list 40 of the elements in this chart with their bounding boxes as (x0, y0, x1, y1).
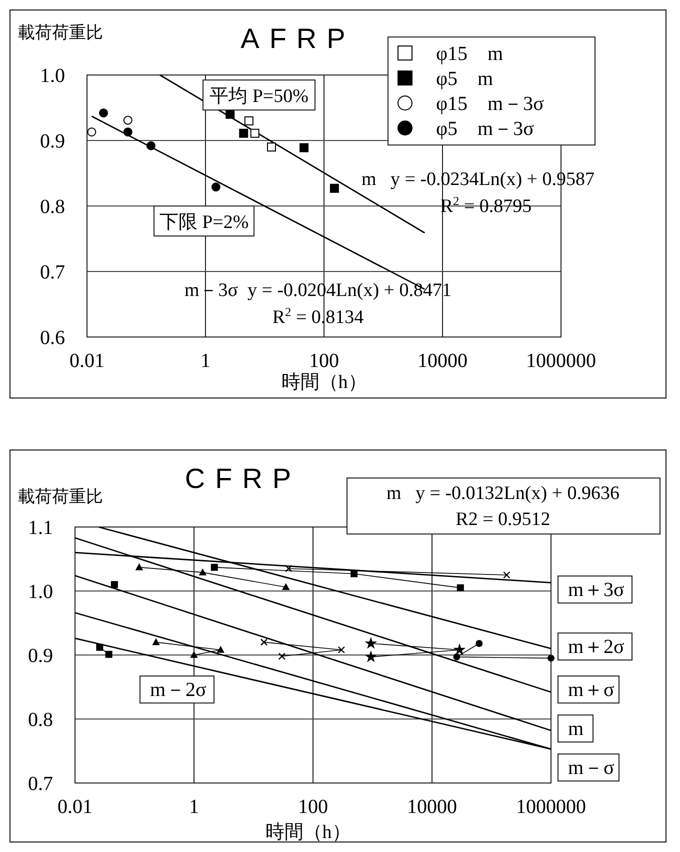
x-tick-label: 100 (309, 350, 339, 372)
y-tick-label: 0.7 (40, 262, 65, 284)
y-tick-label: 1.0 (40, 65, 65, 87)
x-tick-label: 1000000 (516, 796, 586, 818)
legend-label: φ15 m－3σ (436, 93, 544, 115)
legend-label: φ5 m－3σ (436, 118, 534, 140)
annotation: R2 = 0.9512 (456, 509, 550, 530)
x-tick-label: 0.01 (70, 350, 104, 372)
y-tick-label: 1.1 (28, 517, 53, 539)
series-label: m＋2σ (568, 636, 625, 658)
y-tick-label: 1.0 (28, 581, 53, 603)
chart-title: AFRP (240, 23, 356, 54)
y-tick-label: 0.9 (40, 130, 65, 152)
x-axis-title: 時間（h） (265, 822, 351, 843)
series-label: m－σ (568, 757, 615, 779)
x-tick-label: 10000 (407, 796, 457, 818)
x-tick-label: 1000000 (526, 350, 596, 372)
chart-title: CFRP (184, 463, 302, 494)
y-tick-label: 0.6 (40, 327, 65, 349)
x-tick-label: 1 (189, 796, 199, 818)
legend-label: φ5 m (436, 68, 494, 90)
x-tick-label: 0.01 (58, 796, 92, 818)
series-label: m－2σ (150, 679, 207, 701)
y-tick-label: 0.8 (40, 196, 65, 218)
series-label: m＋σ (568, 679, 615, 701)
y-axis-title: 載荷荷重比 (18, 487, 103, 506)
y-tick-label: 0.9 (28, 645, 53, 667)
annotation: 平均 P=50% (210, 86, 309, 107)
series-label: m＋3σ (568, 579, 625, 601)
x-tick-label: 100 (298, 796, 328, 818)
y-tick-label: 0.7 (28, 773, 53, 795)
x-tick-label: 1 (200, 350, 210, 372)
y-axis-title: 載荷荷重比 (18, 23, 103, 42)
x-tick-label: 10000 (418, 350, 468, 372)
annotation: 下限 P=2% (159, 212, 249, 233)
x-axis-title: 時間（h） (281, 372, 367, 393)
y-tick-label: 0.8 (28, 709, 53, 731)
text: m y = -0.0132Ln(x) + 0.9636 (386, 483, 620, 504)
series-label: m (568, 718, 584, 740)
legend-label: φ15 m (436, 43, 504, 65)
